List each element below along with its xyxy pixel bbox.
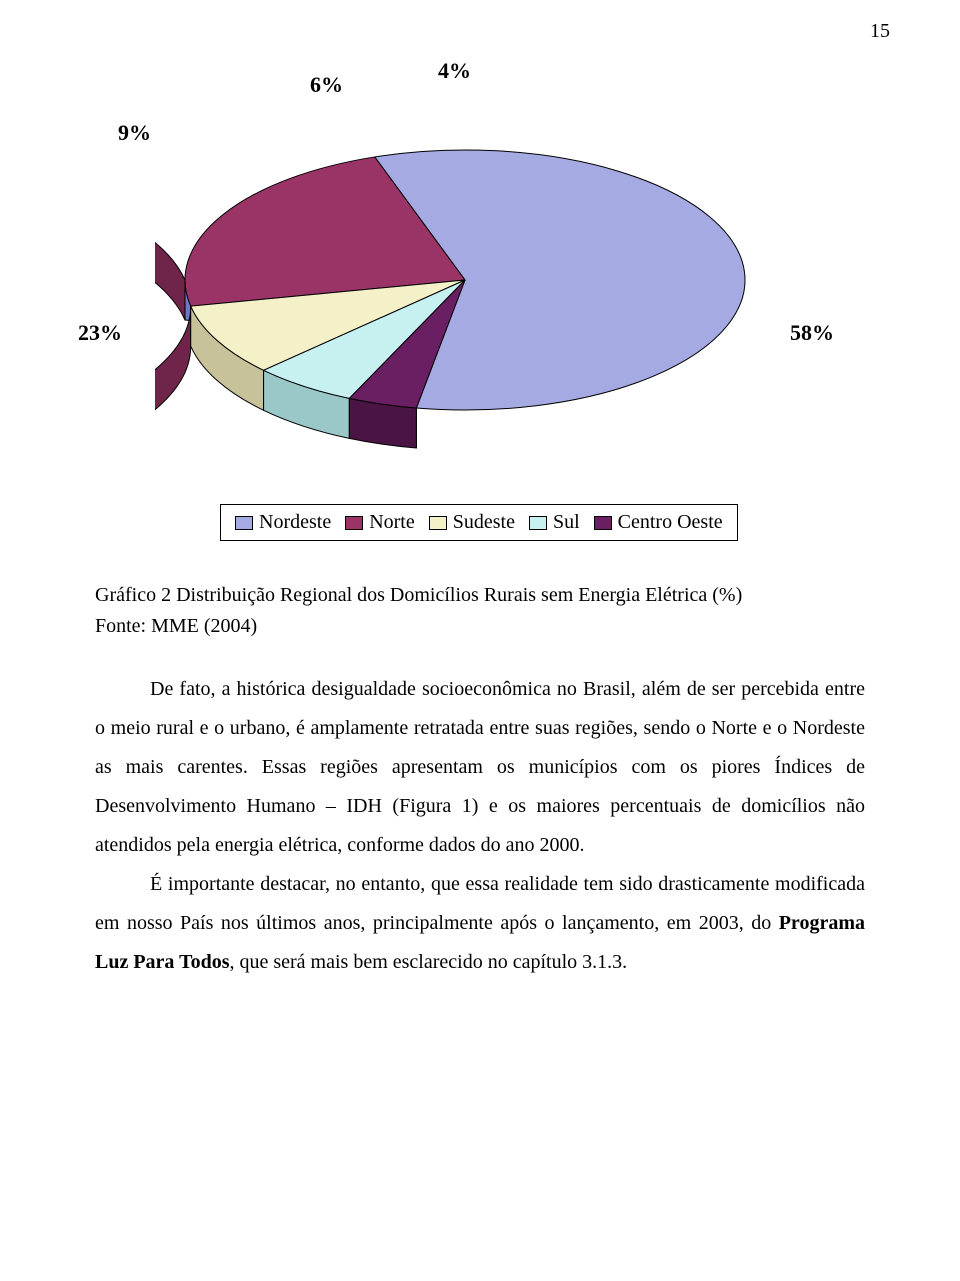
legend-item-sudeste: Sudeste (429, 511, 515, 534)
caption-source: Fonte: MME (2004) (95, 611, 865, 642)
page-number: 15 (870, 20, 890, 43)
caption-title: Gráfico 2 Distribuição Regional dos Domi… (95, 580, 865, 611)
legend: Nordeste Norte Sudeste Sul Centro Oeste (220, 504, 738, 541)
pie-chart: 58% 23% 9% 6% 4% Nordeste Norte Sudeste … (60, 50, 890, 530)
pie-wrap (155, 130, 775, 470)
swatch-nordeste (235, 516, 253, 530)
swatch-centro-oeste (594, 516, 612, 530)
paragraph-1: De fato, a histórica desigualdade socioe… (95, 670, 865, 865)
paragraph-2: É importante destacar, no entanto, que e… (95, 865, 865, 982)
swatch-sudeste (429, 516, 447, 530)
legend-item-sul: Sul (529, 511, 580, 534)
pie-svg (155, 130, 775, 450)
slice-label-23: 23% (78, 320, 122, 346)
swatch-sul (529, 516, 547, 530)
slice-label-6: 6% (310, 72, 343, 98)
legend-label-sul: Sul (553, 511, 580, 534)
legend-label-norte: Norte (369, 511, 415, 534)
legend-item-centro-oeste: Centro Oeste (594, 511, 723, 534)
legend-item-nordeste: Nordeste (235, 511, 331, 534)
body-text: De fato, a histórica desigualdade socioe… (95, 670, 865, 982)
legend-label-centro-oeste: Centro Oeste (618, 511, 723, 534)
slice-label-58: 58% (790, 320, 834, 346)
swatch-norte (345, 516, 363, 530)
legend-item-norte: Norte (345, 511, 415, 534)
figure-caption: Gráfico 2 Distribuição Regional dos Domi… (95, 580, 865, 642)
legend-label-sudeste: Sudeste (453, 511, 515, 534)
legend-label-nordeste: Nordeste (259, 511, 331, 534)
p2-b: , que será mais bem esclarecido no capít… (229, 951, 627, 973)
slice-label-9: 9% (118, 120, 151, 146)
slice-label-4: 4% (438, 58, 471, 84)
p2-a: É importante destacar, no entanto, que e… (95, 873, 865, 934)
